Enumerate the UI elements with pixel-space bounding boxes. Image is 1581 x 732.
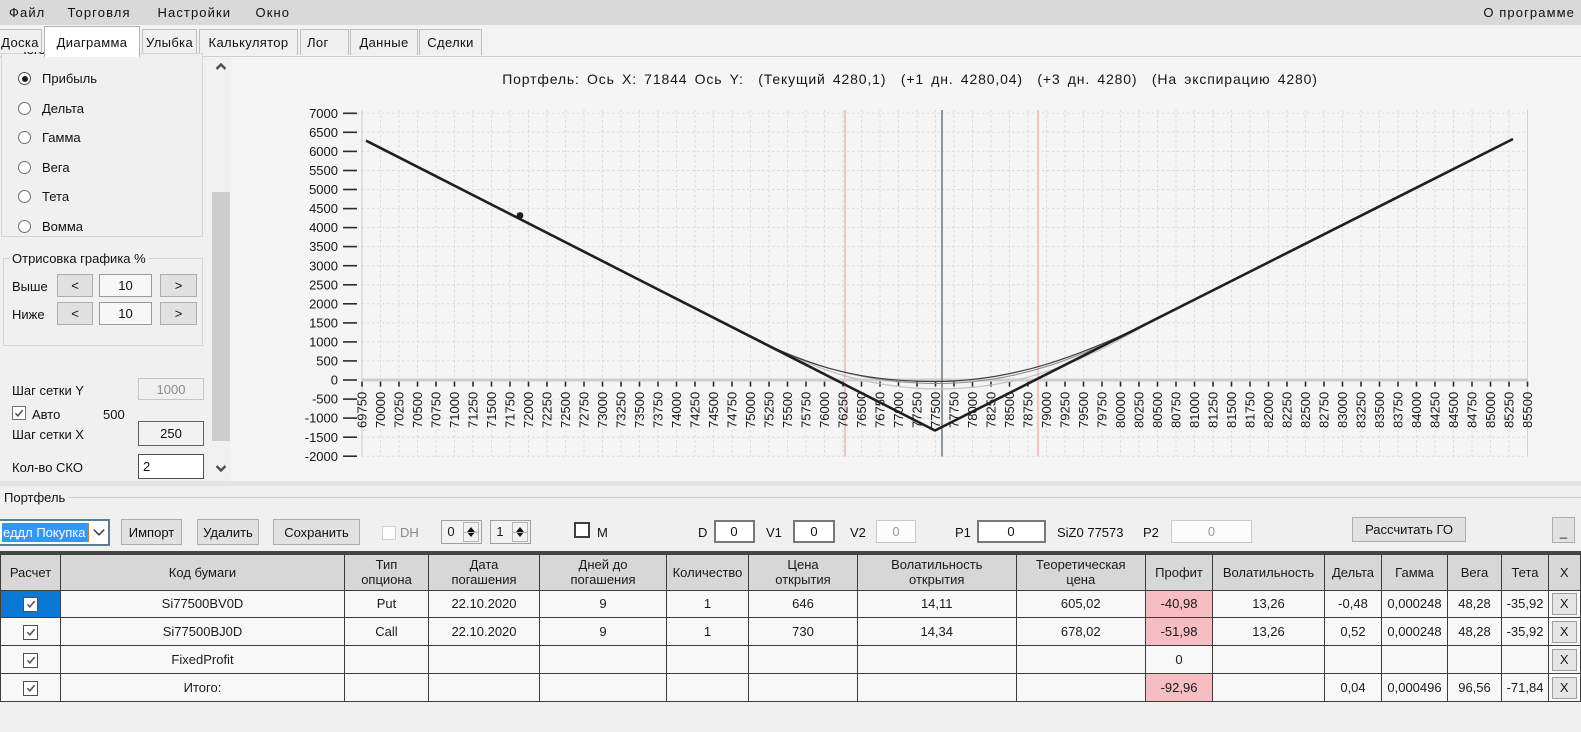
svg-text:81000: 81000 [1187,392,1202,428]
svg-text:83500: 83500 [1372,392,1387,428]
svg-text:72000: 72000 [521,392,536,428]
svg-text:4000: 4000 [309,220,338,235]
svg-text:80500: 80500 [1150,392,1165,428]
svg-text:84750: 84750 [1465,392,1480,428]
svg-text:70750: 70750 [429,392,444,428]
svg-text:75750: 75750 [799,392,814,428]
svg-text:83250: 83250 [1354,392,1369,428]
svg-text:7000: 7000 [309,106,338,121]
svg-text:75500: 75500 [780,392,795,428]
svg-text:82750: 82750 [1317,392,1332,428]
svg-text:81250: 81250 [1206,392,1221,428]
svg-text:2000: 2000 [309,296,338,311]
svg-text:-500: -500 [312,392,338,407]
svg-text:78500: 78500 [1002,392,1017,428]
svg-text:75000: 75000 [743,392,758,428]
svg-text:2500: 2500 [309,277,338,292]
svg-text:84000: 84000 [1409,392,1424,428]
svg-text:71250: 71250 [466,392,481,428]
svg-text:73500: 73500 [632,392,647,428]
svg-text:3500: 3500 [309,239,338,254]
svg-text:78750: 78750 [1021,392,1036,428]
svg-text:71000: 71000 [447,392,462,428]
svg-text:85250: 85250 [1502,392,1517,428]
svg-text:500: 500 [316,354,338,369]
svg-text:79750: 79750 [1095,392,1110,428]
svg-text:83000: 83000 [1335,392,1350,428]
svg-text:80750: 80750 [1169,392,1184,428]
svg-text:73000: 73000 [595,392,610,428]
svg-text:1500: 1500 [309,316,338,331]
svg-text:81750: 81750 [1243,392,1258,428]
svg-text:79250: 79250 [1058,392,1073,428]
svg-text:77000: 77000 [891,392,906,428]
svg-text:82000: 82000 [1261,392,1276,428]
svg-text:76000: 76000 [817,392,832,428]
svg-text:70250: 70250 [392,392,407,428]
svg-text:80000: 80000 [1113,392,1128,428]
svg-text:76500: 76500 [854,392,869,428]
svg-text:-1500: -1500 [305,430,338,445]
svg-text:85500: 85500 [1520,392,1535,428]
svg-text:4500: 4500 [309,201,338,216]
svg-text:81500: 81500 [1224,392,1239,428]
svg-text:71750: 71750 [503,392,518,428]
svg-text:74250: 74250 [688,392,703,428]
svg-text:72250: 72250 [540,392,555,428]
svg-text:72750: 72750 [577,392,592,428]
svg-text:73250: 73250 [614,392,629,428]
svg-text:69750: 69750 [355,392,370,428]
svg-text:0: 0 [331,373,338,388]
svg-text:79000: 79000 [1039,392,1054,428]
svg-text:5000: 5000 [309,182,338,197]
svg-text:74500: 74500 [706,392,721,428]
svg-text:71500: 71500 [484,392,499,428]
svg-text:6500: 6500 [309,125,338,140]
svg-text:77500: 77500 [928,392,943,428]
svg-text:85000: 85000 [1483,392,1498,428]
svg-text:-2000: -2000 [305,449,338,464]
svg-text:5500: 5500 [309,163,338,178]
svg-text:70500: 70500 [410,392,425,428]
svg-text:-1000: -1000 [305,411,338,426]
svg-text:6000: 6000 [309,144,338,159]
svg-text:84500: 84500 [1446,392,1461,428]
svg-text:78000: 78000 [965,392,980,428]
svg-text:83750: 83750 [1391,392,1406,428]
svg-text:76750: 76750 [873,392,888,428]
svg-text:82500: 82500 [1298,392,1313,428]
svg-text:1000: 1000 [309,335,338,350]
svg-text:76250: 76250 [836,392,851,428]
svg-text:84250: 84250 [1428,392,1443,428]
svg-text:3000: 3000 [309,258,338,273]
svg-text:70000: 70000 [373,392,388,428]
svg-text:72500: 72500 [558,392,573,428]
svg-text:82250: 82250 [1280,392,1295,428]
svg-text:75250: 75250 [762,392,777,428]
svg-text:80250: 80250 [1132,392,1147,428]
svg-text:74000: 74000 [669,392,684,428]
svg-text:79500: 79500 [1076,392,1091,428]
svg-text:73750: 73750 [651,392,666,428]
svg-text:78250: 78250 [984,392,999,428]
svg-text:74750: 74750 [725,392,740,428]
